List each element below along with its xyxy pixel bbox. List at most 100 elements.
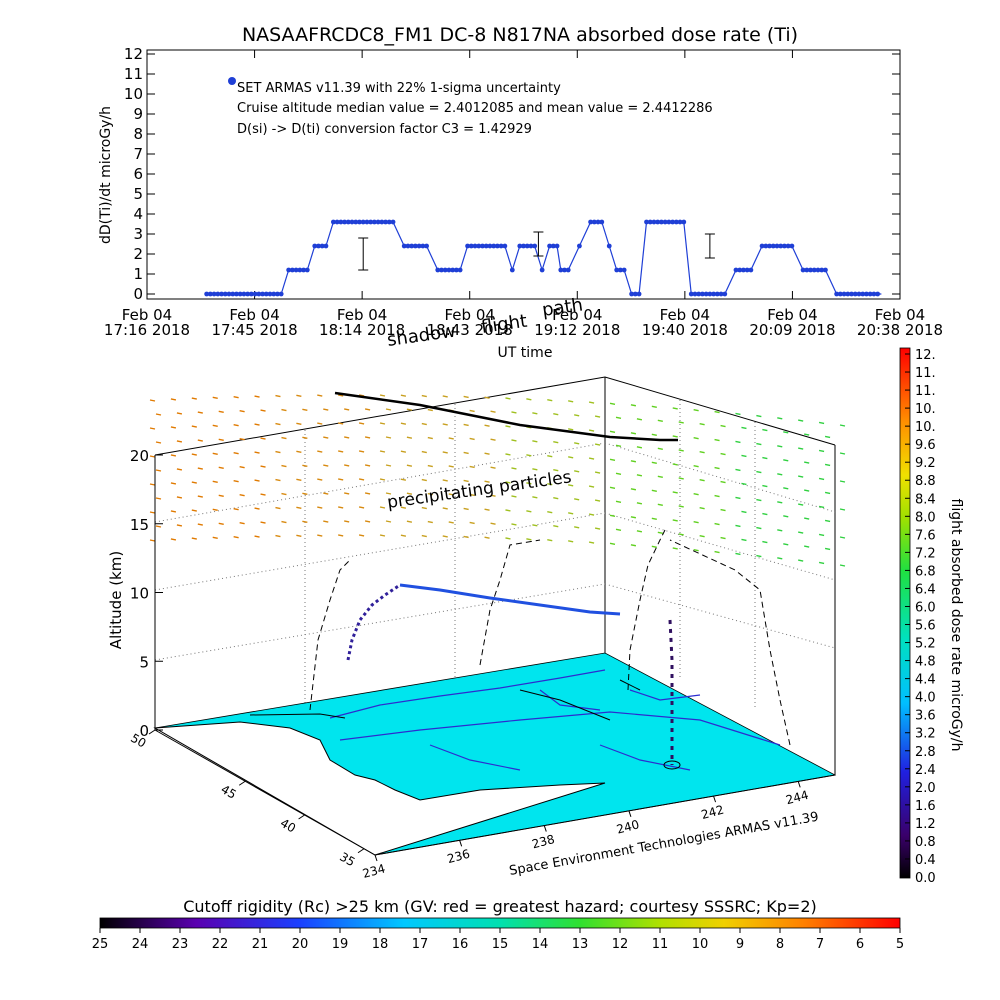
particle-dash bbox=[741, 426, 747, 430]
particle-dash bbox=[197, 495, 203, 498]
particle-dash bbox=[839, 508, 846, 511]
particle-dash bbox=[170, 510, 177, 513]
particle-dash bbox=[484, 508, 490, 511]
particle-dash bbox=[526, 538, 532, 541]
particle-dash bbox=[636, 446, 643, 449]
y-tick-label: 9 bbox=[133, 105, 143, 123]
particle-dash bbox=[442, 451, 448, 454]
particle-dash bbox=[406, 408, 413, 411]
ocean-region bbox=[153, 721, 606, 856]
x-tick-date: Feb 04 bbox=[767, 306, 817, 324]
particle-dash bbox=[693, 408, 699, 412]
series-point bbox=[673, 219, 679, 225]
particle-dash bbox=[463, 423, 469, 427]
particle-dash bbox=[783, 459, 789, 462]
series-point bbox=[360, 219, 366, 225]
particle-dash bbox=[218, 438, 224, 442]
series-point bbox=[219, 291, 224, 297]
series-point bbox=[439, 267, 444, 273]
series-point bbox=[636, 291, 642, 297]
series-point bbox=[211, 291, 217, 297]
particle-dash bbox=[651, 545, 657, 548]
series-line bbox=[206, 221, 882, 295]
particle-dash bbox=[296, 506, 302, 509]
particle-dash bbox=[783, 515, 789, 518]
particle-dash bbox=[490, 410, 496, 413]
particle-dash bbox=[699, 534, 705, 538]
series-point bbox=[509, 267, 515, 273]
ground-roads bbox=[249, 679, 641, 721]
lon-tick-label: 236 bbox=[446, 847, 472, 866]
particle-dash bbox=[568, 540, 574, 543]
particle-dash bbox=[532, 468, 538, 471]
particle-dash bbox=[594, 443, 601, 446]
rig-cbar-tick-label: 16 bbox=[452, 937, 469, 952]
series-point bbox=[692, 291, 698, 297]
rig-cbar-tick-label: 17 bbox=[412, 937, 429, 952]
series-point bbox=[345, 219, 351, 225]
series-point bbox=[606, 243, 612, 249]
particle-dash bbox=[149, 511, 156, 514]
series-point bbox=[554, 243, 560, 249]
series-point bbox=[808, 267, 813, 273]
series-point bbox=[334, 219, 340, 225]
particle-dash bbox=[526, 398, 532, 401]
shadow-flight-path bbox=[334, 391, 678, 442]
particle-dash bbox=[281, 492, 287, 496]
series-point bbox=[234, 291, 239, 297]
particle-dash bbox=[218, 410, 224, 414]
particle-dash bbox=[594, 499, 601, 502]
lon-tick bbox=[374, 854, 378, 862]
series-point bbox=[468, 243, 474, 249]
lon-tick bbox=[797, 781, 801, 788]
particle-dash bbox=[469, 521, 475, 525]
series-point bbox=[707, 291, 713, 297]
particle-dash bbox=[323, 464, 329, 467]
series-point bbox=[457, 267, 463, 273]
series-point bbox=[386, 219, 392, 225]
rigidity-colorbar bbox=[99, 917, 901, 929]
dose-cbar-tick-label: 6.4 bbox=[915, 582, 936, 597]
rig-cbar-tick-label: 14 bbox=[532, 937, 549, 952]
particle-dash bbox=[735, 412, 741, 416]
particle-dash bbox=[427, 436, 433, 440]
x-tick-time: 18:43 2018 bbox=[427, 321, 513, 339]
particle-dash bbox=[526, 510, 532, 513]
series-point bbox=[323, 243, 329, 249]
particle-dash bbox=[490, 466, 496, 469]
lon-tick-label: 244 bbox=[784, 788, 810, 807]
particle-dash bbox=[364, 408, 371, 411]
particle-dash bbox=[260, 521, 266, 524]
particle-dash bbox=[553, 525, 559, 528]
particle-dash bbox=[323, 436, 329, 439]
particle-dash bbox=[547, 511, 553, 514]
particle-dash bbox=[281, 408, 287, 412]
rig-cbar-tick-label: 20 bbox=[292, 937, 309, 952]
dose-cbar-tick-label: 3.2 bbox=[915, 727, 936, 742]
particle-dash bbox=[511, 495, 517, 498]
particle-dash bbox=[197, 467, 203, 470]
particle-dash bbox=[678, 421, 684, 424]
particle-dash bbox=[720, 536, 726, 540]
dose-cbar-tick-label: 4.4 bbox=[915, 673, 936, 688]
particle-dash bbox=[526, 454, 532, 457]
series-point bbox=[860, 291, 866, 297]
particle-dash bbox=[526, 482, 532, 485]
particle-dash bbox=[720, 480, 726, 484]
series-point bbox=[632, 291, 638, 297]
particle-dash bbox=[818, 449, 825, 453]
particle-dash bbox=[239, 465, 245, 469]
particle-dash bbox=[553, 441, 559, 444]
particle-dash bbox=[824, 519, 831, 523]
series-point bbox=[442, 267, 448, 273]
particle-dash bbox=[233, 507, 239, 511]
particle-dash bbox=[693, 520, 699, 524]
series-point bbox=[401, 243, 407, 249]
particle-dash bbox=[275, 478, 281, 482]
series-point bbox=[293, 267, 299, 273]
x-axis-label: UT time bbox=[498, 345, 553, 361]
particle-dash bbox=[672, 407, 678, 410]
particle-dash bbox=[714, 410, 720, 414]
particle-dash bbox=[630, 544, 637, 547]
particle-dash bbox=[239, 409, 245, 413]
